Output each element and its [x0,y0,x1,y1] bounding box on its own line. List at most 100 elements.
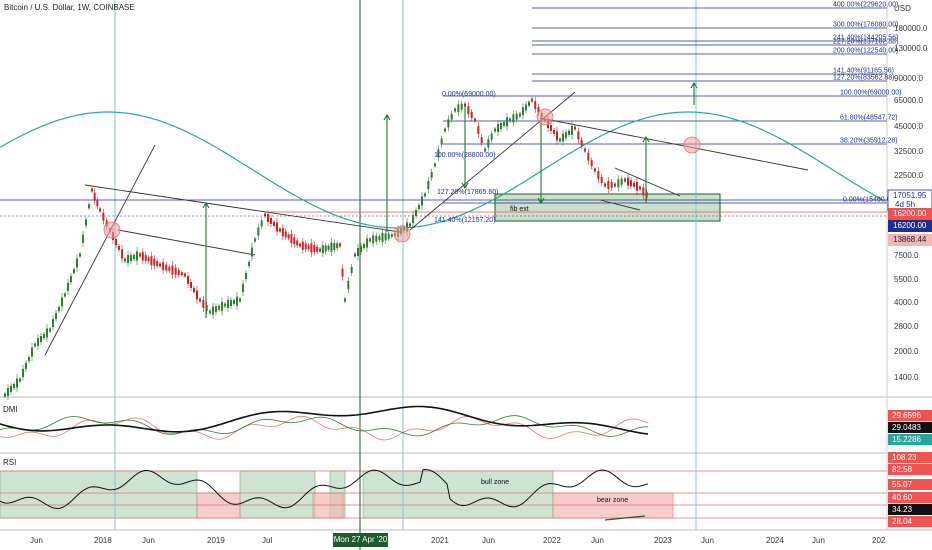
price-candle-body [153,258,156,266]
price-candle-body [565,132,567,139]
price-candle-body [239,298,241,302]
rsi-value-label: 34.23 [892,505,913,514]
price-candle-body [460,103,463,110]
price-candle-body [610,182,613,188]
price-candle-body [230,300,232,306]
price-candle-body [284,231,287,238]
price-candle-body [537,107,540,113]
price-candle-body [319,248,321,252]
bull-zone-annotation: bull zone [481,479,509,486]
fib-retrace-label: 127.20%(17865.60) [437,189,499,196]
price-candle-body [333,242,336,250]
price-candle-body [73,269,75,273]
rsi-value-label: 108.23 [892,453,917,462]
price-candle-body [124,258,126,262]
time-axis-tick: 2021 [431,536,449,545]
price-candle-body [37,338,39,346]
price-candle-body [415,210,417,216]
rsi-divergence-line [604,515,646,521]
price-candle-body [574,126,576,130]
price-tag-box [888,220,932,232]
price-candle-body [276,222,278,232]
time-axis-tick: Jun [142,536,155,545]
price-candle-body [67,283,69,291]
time-axis-tick: Jun [812,536,825,545]
price-candle-body [580,139,583,146]
price-candle-body [528,101,530,106]
price-axis-tick: 2800.0 [894,322,919,331]
price-candle-body [434,163,436,167]
fib-retrace-label: 0.00%(69000.00) [442,91,496,98]
trend-line [614,167,681,197]
price-axis-tick: 5500.0 [894,275,919,284]
price-candle-body [357,248,359,256]
price-candle-body [316,246,319,252]
cycle-sine-wave [0,111,886,229]
price-candle-body [409,223,411,227]
price-candle-body [99,208,101,212]
down-arrow-head [461,182,469,190]
price-candle-body [281,228,284,237]
price-candle-body [202,300,205,308]
price-candle-body [519,113,521,117]
price-candle-body [79,253,81,257]
price-candle-body [49,328,51,332]
price-candle-body [31,347,33,357]
price-candle-body [424,193,426,197]
price-candle-body [293,237,296,245]
price-candle-body [307,245,310,250]
fib-level-label: 400.00%(229620.00) [833,2,898,9]
price-candle-body [251,247,253,257]
price-candle-body [633,182,635,187]
price-axis-tick: 2000.0 [894,347,919,356]
time-axis-tick: Jul [262,536,272,545]
rsi-pane-title: RSI [3,458,16,467]
time-axis-tick: 2023 [654,536,672,545]
price-candle-body [58,307,60,311]
price-candle-body [162,262,165,271]
price-candle-body [630,180,632,187]
rsi-value-label: 40.60 [892,493,913,502]
price-candle-body [372,235,375,244]
price-candle-body [196,290,198,300]
price-candle-body [199,298,201,302]
price-axis-tick: 7500.0 [894,251,919,260]
price-candle-body [224,303,226,307]
price-candle-body [387,233,390,239]
price-candle-body [444,128,446,132]
highlight-circle [393,225,411,243]
price-axis-tick: 22500.0 [894,171,923,180]
price-candle-body [378,236,381,241]
price-candle-body [375,235,378,242]
price-candle-body [440,138,443,145]
price-candle-body [105,220,108,227]
dmi-pane-title: DMI [3,405,18,414]
price-candle-body [627,177,629,186]
rsi-value-box [888,452,932,463]
price-candle-body [70,276,72,282]
price-candle-body [25,363,27,369]
price-candle-body [457,104,460,113]
price-candle-body [190,282,192,288]
price-candle-body [267,214,269,222]
rsi-value-box [888,479,932,490]
price-candle-body [330,242,333,252]
price-candle-body [115,239,117,245]
price-candle-body [487,139,490,148]
price-candle-body [450,113,453,120]
price-candle-body [525,104,527,111]
price-candle-body [584,148,586,152]
price-candle-body [180,272,183,276]
fib-level-label: 141.40%(91165.56) [833,68,894,75]
price-candle-body [227,300,229,308]
time-axis-tick: 2019 [207,536,225,545]
price-candle-body [509,118,511,122]
up-arrow-head [642,135,650,143]
up-arrow-head [690,81,698,89]
price-candle-body [636,181,638,191]
price-axis-tick: 65000.0 [894,96,923,105]
price-candle-body [82,234,84,243]
time-axis-tick: 2024 [766,536,784,545]
